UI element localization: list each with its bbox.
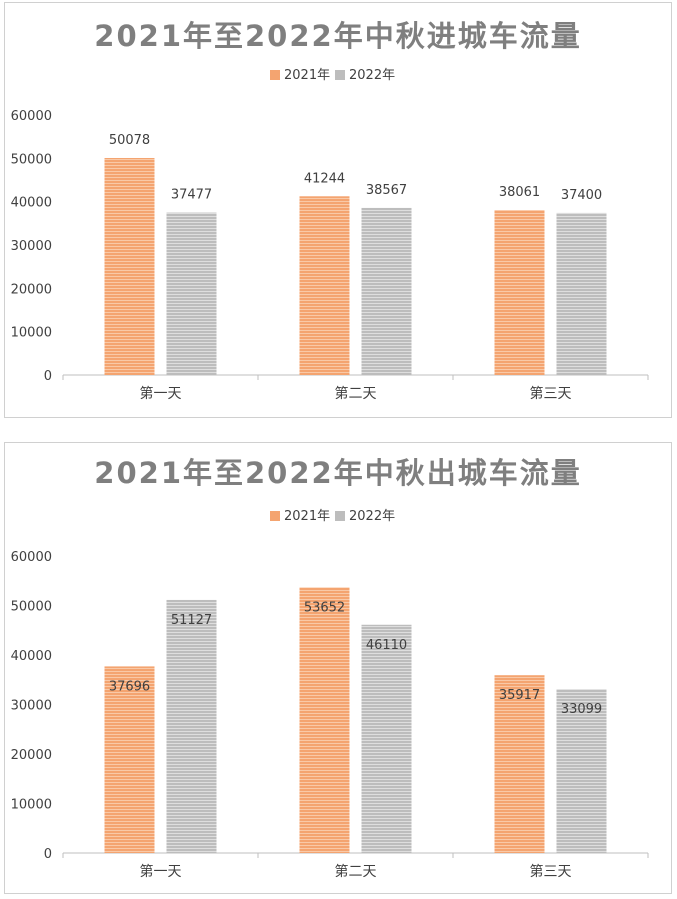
bar-2021-3 [494,675,545,853]
category-label: 第二天 [335,863,377,880]
y-tick-label: 10000 [11,798,52,813]
category-label: 第三天 [530,385,572,402]
data-label: 46110 [366,638,407,653]
category-label: 第一天 [140,863,182,880]
bar-2022-2 [361,624,412,853]
category-label: 第一天 [140,385,182,402]
y-tick-label: 20000 [11,748,52,763]
bar-2022-1 [166,212,217,375]
y-tick-label: 30000 [11,699,52,714]
data-label: 35917 [499,688,540,703]
category-label: 第二天 [335,385,377,402]
legend-swatch-2022 [335,511,345,521]
chart-title: 2021年至2022年中秋进城车流量 [94,19,581,53]
data-label: 38061 [499,185,540,200]
bar-2022-3 [556,212,607,375]
y-tick-label: 40000 [11,649,52,664]
data-label: 41244 [304,171,345,186]
data-label: 37477 [171,188,212,203]
chart-panel-outbound: 2021年至2022年中秋出城车流量 2021年 2022年 0 10000 20000 3… [4,442,672,894]
legend-swatch-2021 [270,70,280,80]
chart-panel-inbound: 2021年至2022年中秋进城车流量 2021年 2022年 0 10000 20000 3… [4,2,672,418]
chart-title: 2021年至2022年中秋出城车流量 [94,456,581,490]
data-label: 37400 [561,188,602,203]
inbound-traffic-chart: 2021年至2022年中秋进城车流量 2021年 2022年 0 10000 20000 3… [11,19,649,402]
y-tick-label: 0 [44,847,52,862]
data-label: 38567 [366,183,407,198]
bar-2021-2 [299,196,350,375]
y-tick-label: 50000 [11,152,52,167]
bar-2021-2 [299,587,350,853]
data-label: 33099 [561,702,602,717]
legend-label: 2022年 [349,509,395,524]
legend-swatch-2021 [270,511,280,521]
bar-2021-1 [104,666,155,853]
bar-2022-3 [556,689,607,853]
outbound-traffic-chart: 2021年至2022年中秋出城车流量 2021年 2022年 0 10000 20000 3… [11,456,649,880]
y-tick-label: 60000 [11,109,52,124]
data-label: 53652 [304,600,345,615]
bar-2022-1 [166,599,217,853]
legend-swatch-2022 [335,70,345,80]
y-tick-label: 50000 [11,600,52,615]
data-label: 37696 [109,679,150,694]
bar-2021-1 [104,157,155,375]
y-tick-label: 10000 [11,326,52,341]
y-tick-label: 40000 [11,196,52,211]
bar-2022-2 [361,207,412,375]
y-tick-label: 20000 [11,282,52,297]
y-tick-label: 0 [44,369,52,384]
legend-label: 2021年 [284,68,330,83]
data-label: 50078 [109,133,150,148]
bar-2021-3 [494,210,545,375]
y-tick-label: 60000 [11,550,52,565]
legend-label: 2021年 [284,509,330,524]
data-label: 51127 [171,613,212,628]
y-tick-label: 30000 [11,239,52,254]
category-label: 第三天 [530,863,572,880]
legend-label: 2022年 [349,68,395,83]
